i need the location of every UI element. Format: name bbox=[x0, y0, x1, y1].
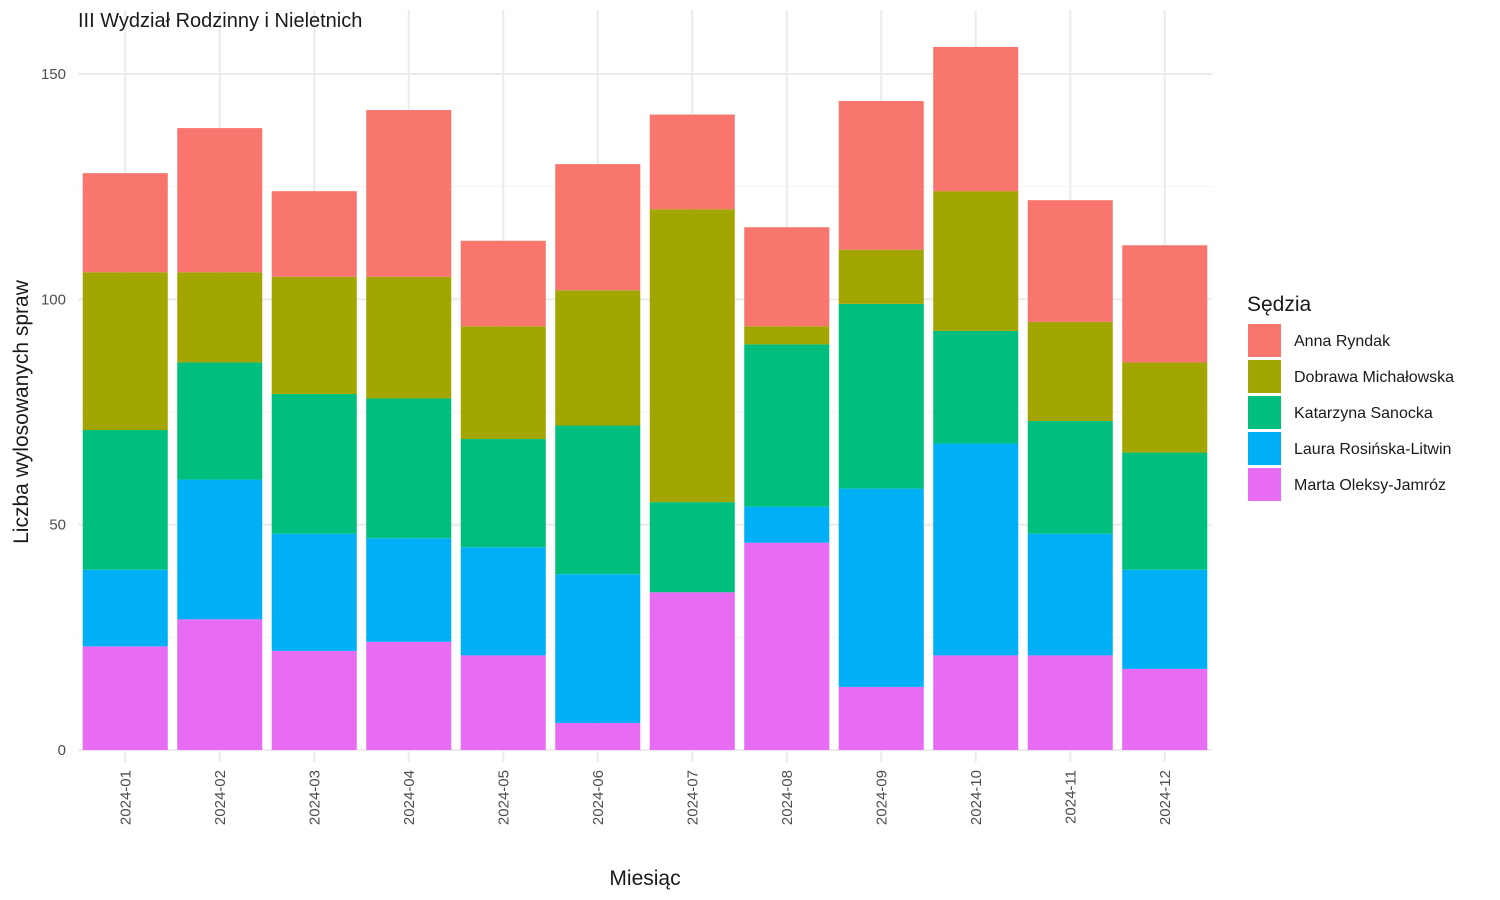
bars-layer bbox=[82, 46, 1208, 750]
y-axis-title: Liczba wylosowanych spraw bbox=[10, 279, 33, 544]
bar-segment bbox=[933, 655, 1019, 750]
y-axis-ticks: 0 50 100 150 bbox=[41, 66, 66, 759]
bar-segment bbox=[82, 173, 168, 273]
bar-segment bbox=[177, 479, 263, 620]
bar-segment bbox=[555, 574, 641, 723]
chart-title: III Wydział Rodzinny i Nieletnich bbox=[78, 10, 362, 32]
x-tick-label: 2024-11 bbox=[1062, 770, 1079, 824]
legend: Sędzia Anna Ryndak Dobrawa Michałowska Kat… bbox=[1247, 293, 1454, 501]
bar-segment bbox=[555, 425, 641, 575]
bar-segment bbox=[460, 439, 546, 548]
x-tick-label: 2024-05 bbox=[495, 770, 512, 825]
bar-segment bbox=[744, 344, 830, 507]
legend-label: Katarzyna Sanocka bbox=[1294, 405, 1433, 422]
bar-segment bbox=[933, 330, 1019, 444]
bar-segment bbox=[271, 650, 357, 750]
bar-segment bbox=[933, 443, 1019, 656]
bar-segment bbox=[933, 191, 1019, 331]
bar-segment bbox=[838, 101, 924, 250]
x-axis-ticks: 2024-01 2024-02 2024-03 2024-04 2024-05 2024-… bbox=[117, 770, 1174, 825]
bar-segment bbox=[271, 276, 357, 394]
bar-segment bbox=[1027, 200, 1113, 322]
bar-segment bbox=[460, 655, 546, 750]
bar-segment bbox=[933, 46, 1019, 192]
bar-segment bbox=[366, 538, 452, 642]
legend-swatch bbox=[1248, 396, 1281, 429]
bar-segment bbox=[1122, 668, 1208, 750]
bar-segment bbox=[744, 542, 830, 750]
legend-swatch bbox=[1248, 432, 1281, 465]
legend-title: Sędzia bbox=[1247, 293, 1312, 316]
x-tick-label: 2024-07 bbox=[684, 770, 701, 825]
bar-segment bbox=[1027, 533, 1113, 656]
bar-segment bbox=[1122, 362, 1208, 453]
bar-segment bbox=[744, 506, 830, 543]
legend-label: Anna Ryndak bbox=[1294, 333, 1391, 350]
bar-segment bbox=[82, 272, 168, 431]
bar-segment bbox=[555, 164, 641, 291]
x-tick-label: 2024-02 bbox=[212, 770, 229, 825]
y-tick-label: 50 bbox=[49, 517, 66, 534]
bar-segment bbox=[177, 272, 263, 363]
legend-swatch bbox=[1248, 360, 1281, 393]
bar-segment bbox=[271, 533, 357, 651]
bar-segment bbox=[366, 641, 452, 750]
bar-segment bbox=[271, 393, 357, 534]
bar-segment bbox=[838, 488, 924, 687]
bar-segment bbox=[460, 326, 546, 440]
bar-segment bbox=[366, 398, 452, 539]
x-tick-label: 2024-03 bbox=[306, 770, 323, 825]
legend-label: Laura Rosińska-Litwin bbox=[1294, 441, 1451, 458]
bar-segment bbox=[838, 303, 924, 489]
bar-segment bbox=[271, 191, 357, 277]
bar-segment bbox=[1027, 421, 1113, 534]
bar-segment bbox=[649, 114, 735, 210]
bar-segment bbox=[838, 686, 924, 750]
y-tick-label: 100 bbox=[41, 291, 66, 308]
x-tick-label: 2024-12 bbox=[1157, 770, 1174, 825]
bar-segment bbox=[366, 110, 452, 277]
legend-label: Dobrawa Michałowska bbox=[1294, 369, 1454, 386]
bar-segment bbox=[177, 619, 263, 750]
x-tick-label: 2024-01 bbox=[117, 770, 134, 825]
x-axis-title: Miesiąc bbox=[609, 867, 680, 890]
bar-segment bbox=[555, 290, 641, 426]
bar-segment bbox=[177, 128, 263, 273]
bar-segment bbox=[649, 502, 735, 593]
bar-segment bbox=[366, 276, 452, 399]
bar-segment bbox=[460, 240, 546, 327]
bar-segment bbox=[1122, 452, 1208, 570]
y-tick-label: 150 bbox=[41, 66, 66, 83]
bar-segment bbox=[1027, 655, 1113, 750]
bar-segment bbox=[744, 227, 830, 327]
bar-segment bbox=[1027, 321, 1113, 422]
x-tick-label: 2024-10 bbox=[968, 770, 985, 825]
bar-segment bbox=[838, 249, 924, 304]
bar-segment bbox=[649, 209, 735, 503]
bar-segment bbox=[82, 569, 168, 647]
bar-segment bbox=[649, 592, 735, 750]
x-tick-label: 2024-09 bbox=[873, 770, 890, 825]
x-tick-label: 2024-04 bbox=[401, 770, 418, 825]
bar-segment bbox=[460, 547, 546, 656]
y-tick-label: 0 bbox=[58, 742, 66, 759]
bar-segment bbox=[177, 362, 263, 480]
bar-segment bbox=[1122, 569, 1208, 669]
legend-swatch bbox=[1248, 468, 1281, 501]
legend-swatch bbox=[1248, 324, 1281, 357]
x-tick-label: 2024-08 bbox=[779, 770, 796, 825]
x-tick-label: 2024-06 bbox=[590, 770, 607, 825]
bar-segment bbox=[1122, 245, 1208, 363]
bar-segment bbox=[555, 722, 641, 750]
legend-label: Marta Oleksy-Jamróz bbox=[1294, 477, 1446, 494]
bar-segment bbox=[744, 326, 830, 345]
bar-segment bbox=[82, 430, 168, 570]
bar-segment bbox=[82, 646, 168, 750]
